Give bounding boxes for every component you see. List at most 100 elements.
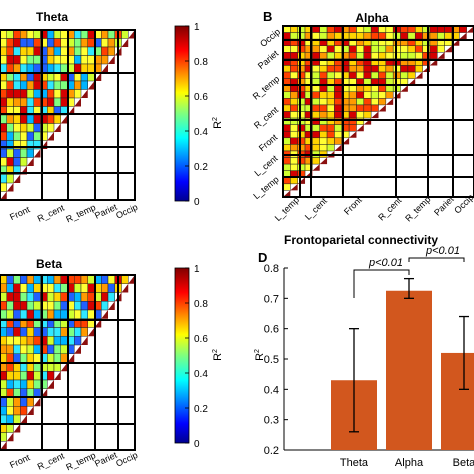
heatmap-cell — [6, 379, 14, 389]
heatmap-diagonal-cell — [74, 345, 81, 354]
heatmap-cell — [101, 46, 109, 56]
heatmap-cell — [80, 292, 88, 302]
heatmap-cell — [13, 38, 21, 48]
heatmap-cell — [20, 80, 28, 90]
heatmap-cell — [326, 137, 335, 145]
heatmap-diagonal-cell — [121, 283, 129, 293]
heatmap-cell — [0, 46, 7, 56]
heatmap-cell — [6, 29, 14, 39]
heatmap-cell — [297, 124, 306, 132]
heatmap-cell — [312, 32, 320, 40]
heatmap-cell — [33, 38, 41, 48]
heatmap-cell — [60, 344, 68, 354]
alpha-grid — [283, 26, 474, 197]
colorbar-tick-label: 0 — [194, 197, 200, 208]
heatmap-cell — [6, 157, 14, 167]
heatmap-cell — [414, 52, 423, 60]
heatmap-cell — [101, 292, 109, 302]
heatmap-cell — [53, 292, 61, 302]
heatmap-cell — [47, 327, 55, 337]
sig-annotation-1: p<0.01 — [368, 257, 403, 269]
heatmap-diagonal-cell — [283, 190, 291, 197]
heatmap-cell — [312, 130, 320, 139]
heatmap-cell — [26, 131, 34, 141]
heatmap-cell — [6, 344, 14, 354]
heatmap-cell — [6, 406, 14, 416]
colorbar-tick-label: 0.8 — [194, 57, 208, 68]
heatmap-cell — [6, 114, 14, 124]
heatmap-cell — [290, 98, 298, 106]
heatmap-cell — [6, 55, 14, 65]
alpha-ylabel-rtemp: R_temp — [251, 74, 282, 102]
heatmap-cell — [0, 148, 7, 158]
heatmap-cell — [6, 274, 14, 284]
heatmap-cell — [0, 423, 7, 433]
heatmap-cell — [74, 283, 82, 293]
heatmap-cell — [297, 32, 306, 40]
heatmap-cell — [348, 32, 357, 40]
heatmap-cell — [33, 353, 41, 363]
heatmap-cell — [297, 65, 306, 73]
beta-xlabel-occip: Occip — [114, 450, 139, 469]
heatmap-cell — [319, 52, 328, 60]
heatmap-cell — [20, 283, 28, 293]
heatmap-cell — [53, 80, 61, 90]
heatmap-cell — [47, 274, 55, 284]
heatmap-cell — [20, 38, 28, 48]
heatmap-diagonal-cell — [121, 38, 129, 47]
heatmap-cell — [370, 52, 379, 60]
heatmap-cell — [326, 91, 335, 99]
heatmap-cell — [0, 174, 7, 184]
heatmap-cell — [0, 379, 7, 389]
colorbar-top: 1 0.8 0.6 0.4 0.2 0 R2 — [174, 22, 224, 208]
heatmap-cell — [20, 371, 28, 381]
heatmap-cell — [40, 131, 48, 141]
heatmap-cell — [290, 32, 298, 40]
heatmap-cell — [13, 353, 21, 363]
alpha-title: Alpha — [355, 11, 389, 25]
heatmap-cell — [80, 63, 88, 73]
heatmap-cell — [385, 32, 394, 40]
heatmap-cell — [13, 46, 21, 56]
colorbar-top-label: R2 — [212, 117, 224, 129]
heatmap-cell — [13, 55, 21, 65]
heatmap-cell — [297, 163, 306, 171]
heatmap-cell — [0, 309, 7, 319]
heatmap-cell — [47, 336, 55, 346]
heatmap-cell — [60, 89, 68, 99]
heatmap-cell — [348, 45, 357, 53]
heatmap-cell — [13, 406, 21, 416]
heatmap-cell — [53, 344, 61, 354]
heatmap-cell — [80, 274, 88, 284]
heatmap-cell — [13, 283, 21, 293]
heatmap-cell — [334, 84, 343, 93]
heatmap-cell — [326, 45, 335, 53]
heatmap-cell — [87, 46, 95, 56]
heatmap-cell — [47, 29, 55, 39]
heatmap-cell — [121, 274, 129, 284]
heatmap-cell — [370, 98, 379, 106]
heatmap-cell — [356, 98, 365, 106]
heatmap-cell — [429, 32, 438, 40]
heatmap-diagonal-cell — [128, 30, 135, 39]
heatmap-cell — [20, 353, 28, 363]
heatmap-cell — [6, 327, 14, 337]
theta-x-labels: Front R_cent R_temp Pariet Occip — [8, 202, 139, 225]
beta-grid — [0, 275, 135, 450]
heatmap-cell — [363, 98, 372, 106]
heatmap-cell — [60, 301, 68, 311]
heatmap-cell — [326, 111, 335, 119]
heatmap-cell — [33, 123, 41, 133]
heatmap-cell — [53, 309, 61, 319]
heatmap-cell — [74, 55, 82, 65]
d-title: Frontoparietal connectivity — [284, 233, 438, 247]
heatmap-diagonal-cell — [87, 81, 95, 90]
heatmap-cell — [60, 46, 68, 56]
sig-bracket-2 — [408, 257, 465, 262]
heatmap-cell — [429, 45, 438, 53]
heatmap-diagonal-cell — [290, 183, 298, 191]
heatmap-cell — [312, 137, 320, 145]
heatmap-cell — [101, 301, 109, 311]
heatmap-cell — [282, 52, 291, 60]
heatmap-cell — [312, 52, 320, 60]
